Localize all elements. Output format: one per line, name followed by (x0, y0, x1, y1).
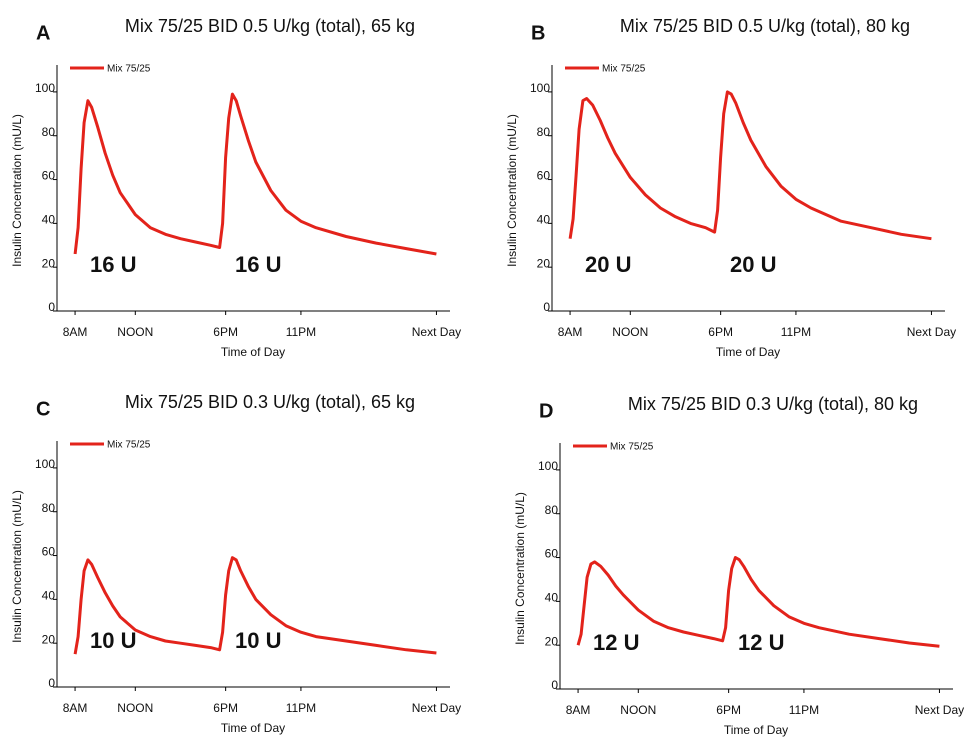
y-tick-label: 0 (48, 300, 55, 314)
chart-title: Mix 75/25 BID 0.5 U/kg (total), 65 kg (125, 16, 415, 36)
y-tick-label: 80 (537, 125, 551, 139)
y-axis-label: Insulin Concentration (mU/L) (10, 490, 24, 643)
y-axis-label: Insulin Concentration (mU/L) (513, 492, 527, 645)
panel: B Mix 75/25 BID 0.5 U/kg (total), 80 kg 0 2… (505, 16, 956, 359)
y-tick-label: 0 (48, 676, 55, 690)
y-tick-label: 40 (42, 589, 56, 603)
y-tick-label: 80 (42, 125, 56, 139)
x-axis-label: Time of Day (724, 723, 788, 737)
data-line (568, 90, 932, 241)
chart-title: Mix 75/25 BID 0.3 U/kg (total), 65 kg (125, 392, 415, 412)
panel: A Mix 75/25 BID 0.5 U/kg (total), 65 kg 0 2… (10, 16, 461, 359)
y-tick-label: 80 (545, 503, 559, 517)
y-tick-label: 100 (530, 81, 550, 95)
y-tick-label: 20 (42, 256, 56, 270)
x-tick-label: 6PM (213, 325, 238, 339)
chart-title: Mix 75/25 BID 0.3 U/kg (total), 80 kg (628, 394, 918, 414)
y-tick-label: 100 (538, 459, 558, 473)
y-tick-label: 40 (545, 591, 559, 605)
x-tick-label: 11PM (789, 703, 819, 717)
x-tick-label: NOON (117, 701, 153, 715)
y-tick-label: 40 (537, 213, 551, 227)
dose-annotation: 10 U (90, 628, 136, 653)
y-tick-label: 60 (42, 169, 56, 183)
x-tick-label: 8AM (558, 325, 583, 339)
dose-annotation: 16 U (235, 252, 281, 277)
x-tick-label: 8AM (566, 703, 591, 717)
dose-annotation: 20 U (730, 252, 776, 277)
panel-letter: B (531, 22, 545, 44)
x-axis-label: Time of Day (221, 721, 285, 735)
x-tick-label: 11PM (286, 701, 316, 715)
data-line (576, 556, 940, 648)
x-tick-label: 8AM (63, 325, 88, 339)
y-tick-label: 80 (42, 501, 56, 515)
dose-annotation: 12 U (738, 630, 784, 655)
x-tick-label: Next Day (412, 701, 461, 715)
x-axis-label: Time of Day (716, 345, 780, 359)
y-tick-label: 60 (537, 169, 551, 183)
dose-annotation: 16 U (90, 252, 136, 277)
y-tick-label: 40 (42, 213, 56, 227)
x-tick-label: 6PM (708, 325, 733, 339)
dose-annotation: 12 U (593, 630, 639, 655)
y-tick-label: 60 (545, 547, 559, 561)
y-tick-label: 0 (543, 300, 550, 314)
panel-letter: A (36, 22, 50, 44)
y-tick-label: 20 (537, 256, 551, 270)
x-tick-label: 6PM (716, 703, 741, 717)
legend-label: Mix 75/25 (602, 64, 646, 75)
panel: D Mix 75/25 BID 0.3 U/kg (total), 80 kg 0 2… (513, 394, 964, 737)
dose-annotation: 20 U (585, 252, 631, 277)
dose-annotation: 10 U (235, 628, 281, 653)
data-line (73, 92, 437, 256)
x-tick-label: 11PM (781, 325, 811, 339)
y-tick-label: 20 (545, 634, 559, 648)
panel: C Mix 75/25 BID 0.3 U/kg (total), 65 kg 0 2… (10, 392, 461, 735)
y-tick-label: 100 (35, 81, 55, 95)
x-tick-label: Next Day (907, 325, 956, 339)
x-tick-label: 6PM (213, 701, 238, 715)
x-tick-label: 11PM (286, 325, 316, 339)
x-tick-label: NOON (612, 325, 648, 339)
x-tick-label: NOON (620, 703, 656, 717)
x-axis-label: Time of Day (221, 345, 285, 359)
chart-title: Mix 75/25 BID 0.5 U/kg (total), 80 kg (620, 16, 910, 36)
x-tick-label: Next Day (412, 325, 461, 339)
data-line (73, 556, 437, 655)
x-tick-label: 8AM (63, 701, 88, 715)
y-tick-label: 100 (35, 457, 55, 471)
y-tick-label: 20 (42, 632, 56, 646)
panel-letter: D (539, 400, 553, 422)
legend-label: Mix 75/25 (107, 64, 151, 75)
legend-label: Mix 75/25 (610, 442, 654, 453)
legend-label: Mix 75/25 (107, 440, 151, 451)
x-tick-label: Next Day (915, 703, 964, 717)
y-axis-label: Insulin Concentration (mU/L) (505, 114, 519, 267)
x-tick-label: NOON (117, 325, 153, 339)
panel-letter: C (36, 398, 50, 420)
y-tick-label: 0 (551, 678, 558, 692)
y-tick-label: 60 (42, 545, 56, 559)
y-axis-label: Insulin Concentration (mU/L) (10, 114, 24, 267)
